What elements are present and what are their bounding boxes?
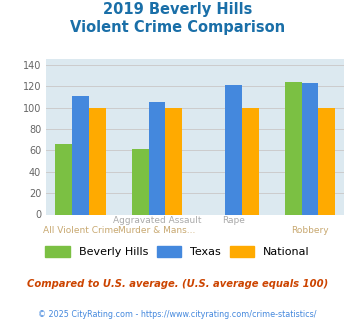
- Bar: [242, 108, 259, 214]
- Legend: Beverly Hills, Texas, National: Beverly Hills, Texas, National: [41, 242, 314, 261]
- Bar: [89, 108, 106, 214]
- Bar: [285, 82, 301, 214]
- Text: Rape: Rape: [222, 216, 245, 225]
- Bar: [318, 108, 335, 214]
- Text: Compared to U.S. average. (U.S. average equals 100): Compared to U.S. average. (U.S. average …: [27, 279, 328, 289]
- Text: Violent Crime Comparison: Violent Crime Comparison: [70, 20, 285, 35]
- Text: All Violent Crime: All Violent Crime: [43, 226, 119, 235]
- Bar: [55, 144, 72, 214]
- Bar: [165, 108, 182, 214]
- Bar: [225, 85, 242, 214]
- Bar: [149, 102, 165, 214]
- Text: 2019 Beverly Hills: 2019 Beverly Hills: [103, 2, 252, 16]
- Bar: [301, 83, 318, 214]
- Text: Robbery: Robbery: [291, 226, 329, 235]
- Text: Murder & Mans...: Murder & Mans...: [118, 226, 196, 235]
- Text: Aggravated Assault: Aggravated Assault: [113, 216, 201, 225]
- Bar: [132, 149, 149, 214]
- Bar: [72, 96, 89, 214]
- Text: © 2025 CityRating.com - https://www.cityrating.com/crime-statistics/: © 2025 CityRating.com - https://www.city…: [38, 310, 317, 319]
